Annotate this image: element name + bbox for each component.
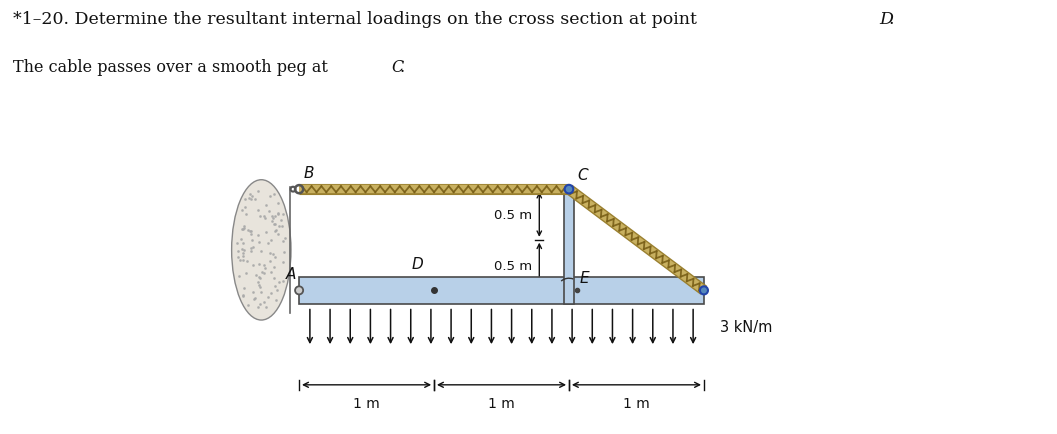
Circle shape	[700, 286, 708, 295]
Text: B: B	[303, 166, 314, 181]
Text: C: C	[391, 59, 404, 76]
Text: E: E	[580, 270, 590, 285]
Ellipse shape	[231, 180, 291, 320]
Text: 3 kN/m: 3 kN/m	[720, 319, 773, 335]
Text: 0.5 m: 0.5 m	[495, 208, 533, 221]
Text: 1 m: 1 m	[623, 396, 650, 410]
Circle shape	[564, 185, 573, 194]
Circle shape	[295, 286, 303, 295]
Text: .: .	[888, 11, 893, 28]
Text: *1–20. Determine the resultant internal loadings on the cross section at point: *1–20. Determine the resultant internal …	[13, 11, 702, 28]
Text: C: C	[577, 168, 588, 182]
Bar	[299, 277, 704, 304]
Text: 1 m: 1 m	[353, 396, 379, 410]
Text: .: .	[400, 59, 405, 76]
Text: The cable passes over a smooth peg at: The cable passes over a smooth peg at	[13, 59, 333, 76]
Text: 0.5 m: 0.5 m	[495, 259, 533, 272]
Bar	[563, 190, 574, 304]
Text: D: D	[411, 257, 423, 272]
Text: D: D	[879, 11, 893, 28]
Text: A: A	[285, 266, 296, 281]
Text: 1 m: 1 m	[488, 396, 515, 410]
